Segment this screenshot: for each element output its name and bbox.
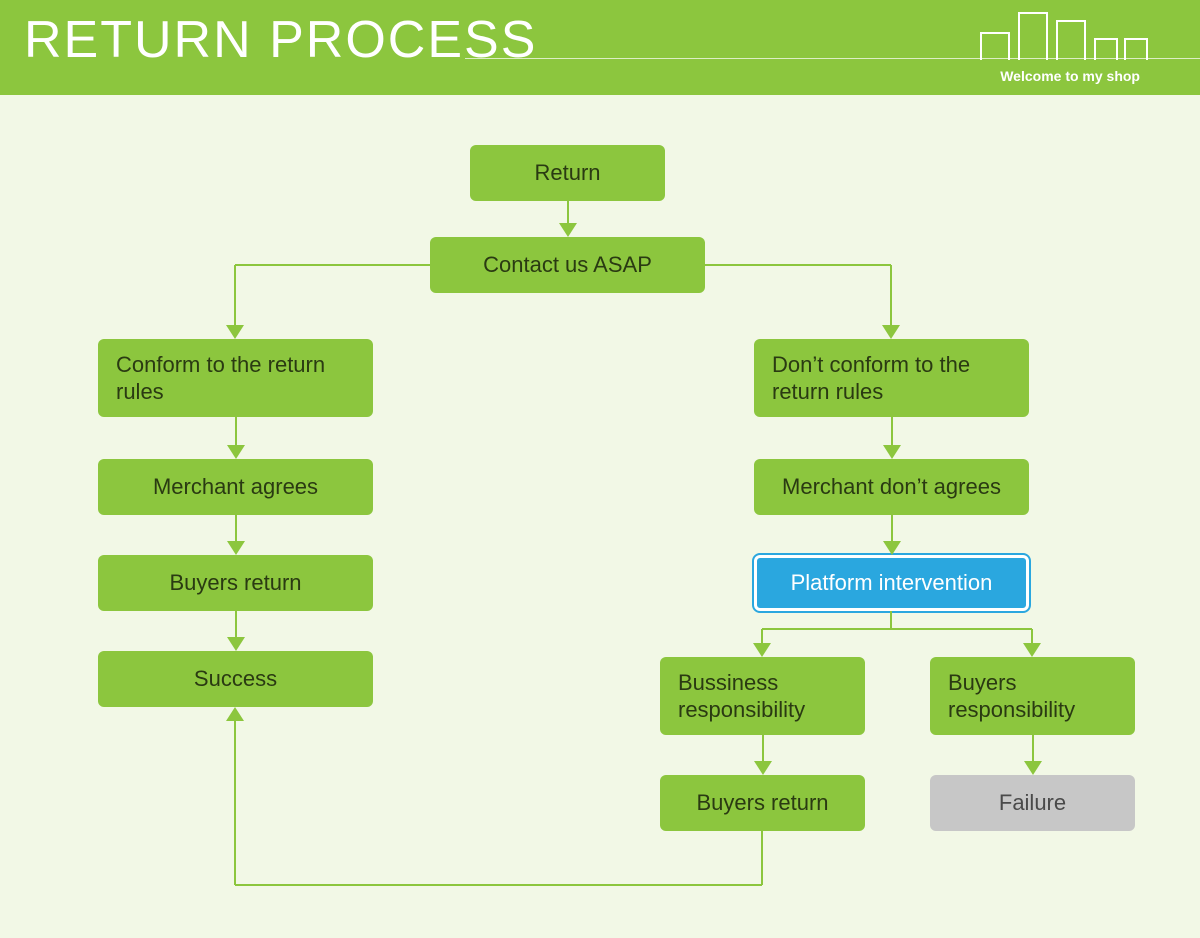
node-label: Contact us ASAP (448, 251, 687, 279)
arrow-down-icon (882, 325, 900, 339)
skyline-icon (970, 8, 1170, 68)
header-tagline: Welcome to my shop (1000, 68, 1140, 84)
node-b_return_l: Buyers return (98, 555, 373, 611)
arrow-down-icon (227, 541, 245, 555)
arrow-down-icon (227, 637, 245, 651)
node-success: Success (98, 651, 373, 707)
arrow-down-icon (883, 445, 901, 459)
node-m_agree: Merchant agrees (98, 459, 373, 515)
node-label: Don’t conform to the return rules (772, 351, 1011, 406)
arrow-down-icon (753, 643, 771, 657)
node-platform: Platform intervention (754, 555, 1029, 611)
arrow-down-icon (559, 223, 577, 237)
edge (235, 884, 762, 886)
edge (890, 611, 892, 629)
node-label: Failure (948, 789, 1117, 817)
edge (762, 628, 1032, 630)
node-label: Success (116, 665, 355, 693)
node-label: Platform intervention (775, 569, 1008, 597)
node-label: Bussiness responsibility (678, 669, 847, 724)
arrow-down-icon (883, 541, 901, 555)
edge (234, 709, 236, 885)
edge (235, 264, 430, 266)
arrow-down-icon (1023, 643, 1041, 657)
node-m_noagree: Merchant don’t agrees (754, 459, 1029, 515)
node-label: Buyers responsibility (948, 669, 1117, 724)
arrow-down-icon (1024, 761, 1042, 775)
node-conform: Conform to the return rules (98, 339, 373, 417)
arrow-up-icon (226, 707, 244, 721)
edge (705, 264, 891, 266)
flowchart-canvas: Return Contact us ASAP Conform to the retu… (0, 95, 1200, 938)
node-label: Buyers return (116, 569, 355, 597)
node-label: Conform to the return rules (116, 351, 355, 406)
node-b_return_r: Buyers return (660, 775, 865, 831)
node-bus_resp: Bussiness responsibility (660, 657, 865, 735)
node-notconform: Don’t conform to the return rules (754, 339, 1029, 417)
node-contact: Contact us ASAP (430, 237, 705, 293)
edge (761, 831, 763, 885)
node-label: Buyers return (678, 789, 847, 817)
arrow-down-icon (754, 761, 772, 775)
node-buy_resp: Buyers responsibility (930, 657, 1135, 735)
page-title: RETURN PROCESS (24, 10, 537, 70)
header-banner: RETURN PROCESS Welcome to my shop (0, 0, 1200, 95)
node-failure: Failure (930, 775, 1135, 831)
node-label: Merchant don’t agrees (772, 473, 1011, 501)
arrow-down-icon (227, 445, 245, 459)
node-label: Merchant agrees (116, 473, 355, 501)
node-return: Return (470, 145, 665, 201)
arrow-down-icon (226, 325, 244, 339)
node-label: Return (488, 159, 647, 187)
